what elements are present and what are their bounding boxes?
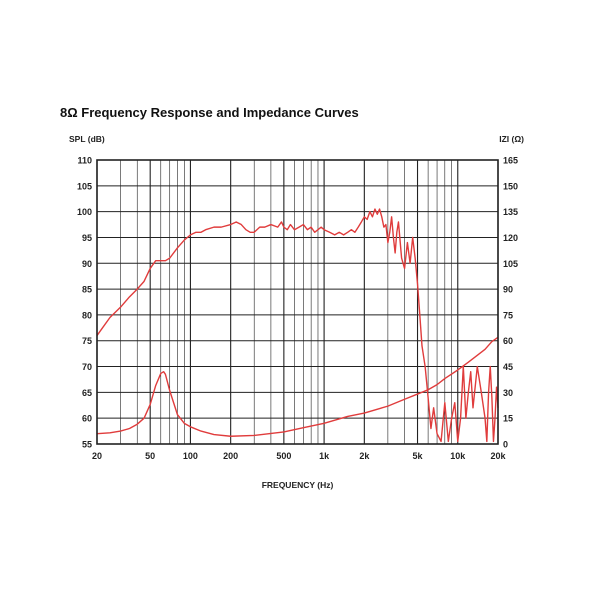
y-right-tick-label: 105 [503,259,518,269]
impedance-curve [96,336,499,437]
y-left-tick-label: 85 [82,285,92,295]
spl-curve [96,208,499,443]
x-axis-label: FREQUENCY (Hz) [262,480,334,490]
plot-frame [96,159,499,445]
curves [96,208,499,443]
y-left-tick-label: 100 [77,207,92,217]
y-right-tick-label: 15 [503,414,513,424]
grid [96,159,499,445]
x-tick-label: 200 [223,451,238,461]
axis-labels: 55 60 65 70 75 80 85 90 95 100 105 110 0 15 30 45 60 75 90… [69,134,524,490]
x-tick-label: 20 [92,451,102,461]
x-tick-label: 2k [359,451,370,461]
y-right-tick-label: 120 [503,233,518,243]
y-left-tick-label: 55 [82,440,92,450]
x-tick-label: 5k [413,451,424,461]
y-right-tick-label: 90 [503,285,513,295]
x-tick-label: 20k [490,451,506,461]
y-left-tick-label: 95 [82,233,92,243]
y-left-tick-label: 90 [82,259,92,269]
x-tick-label: 50 [145,451,155,461]
y-right-axis-label: IZI (Ω) [499,134,524,144]
y-left-tick-label: 105 [77,181,92,191]
y-left-tick-label: 65 [82,388,92,398]
y-left-tick-label: 60 [82,414,92,424]
y-right-tick-label: 165 [503,156,518,166]
y-left-tick-label: 75 [82,336,92,346]
x-tick-label: 10k [450,451,466,461]
y-right-tick-label: 135 [503,207,518,217]
chart-title: 8Ω Frequency Response and Impedance Curv… [60,105,359,120]
x-tick-label: 100 [183,451,198,461]
y-left-tick-label: 110 [77,156,92,166]
y-left-tick-label: 80 [82,310,92,320]
y-right-tick-label: 45 [503,362,513,372]
y-right-tick-label: 75 [503,310,513,320]
y-left-tick-label: 70 [82,362,92,372]
y-right-tick-label: 30 [503,388,513,398]
y-left-axis-label: SPL (dB) [69,134,105,144]
y-right-tick-label: 60 [503,336,513,346]
x-tick-label: 1k [319,451,330,461]
y-right-tick-label: 0 [503,440,508,450]
y-right-tick-label: 150 [503,181,518,191]
x-tick-label: 500 [276,451,291,461]
